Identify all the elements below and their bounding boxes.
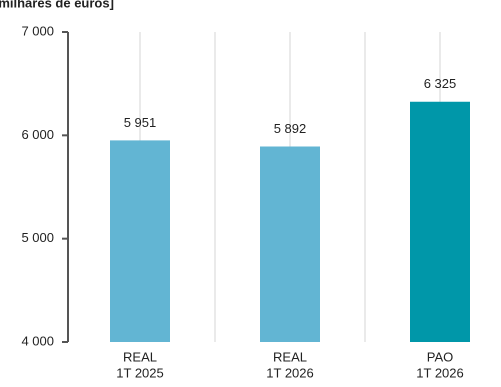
value-label: 5 892 <box>274 121 307 136</box>
x-tick-label: 1T 2025 <box>116 365 163 380</box>
x-tick-label: PAO <box>427 349 454 364</box>
value-label: 5 951 <box>124 115 157 130</box>
x-tick-label: REAL <box>273 349 307 364</box>
value-label: 6 325 <box>424 76 457 91</box>
y-tick-label: 7 000 <box>21 23 54 38</box>
bar <box>260 146 320 342</box>
x-tick-label: 1T 2026 <box>266 365 313 380</box>
x-tick-label: REAL <box>123 349 157 364</box>
x-tick-label: 1T 2026 <box>416 365 463 380</box>
bar <box>410 101 470 342</box>
y-tick-label: 4 000 <box>21 333 54 348</box>
bar <box>110 140 170 342</box>
chart-title: [milhares de euros] <box>0 0 114 10</box>
y-tick-label: 6 000 <box>21 127 54 142</box>
y-tick-label: 5 000 <box>21 230 54 245</box>
